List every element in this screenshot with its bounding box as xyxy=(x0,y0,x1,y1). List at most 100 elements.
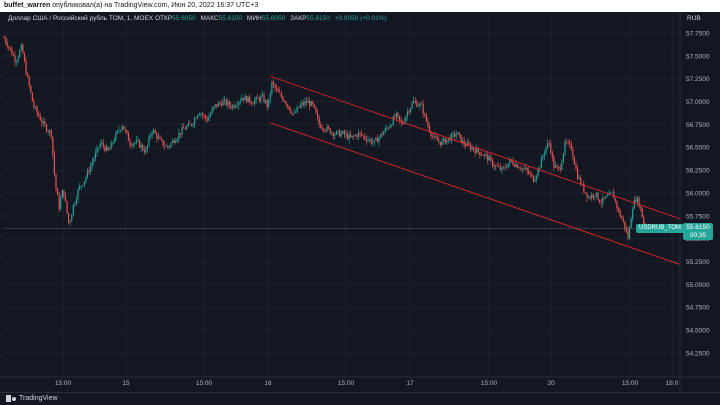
time-tick-label: 15:00 xyxy=(55,380,72,387)
candle-body xyxy=(408,111,410,113)
candle-body xyxy=(69,221,71,223)
candle-body xyxy=(391,125,393,127)
price-tick-label: 57.0000 xyxy=(686,99,710,106)
candle-body xyxy=(362,135,364,137)
candle-body xyxy=(250,102,252,104)
candle-body xyxy=(160,138,163,141)
candle-body xyxy=(559,168,561,170)
candle-body xyxy=(495,165,497,167)
candle-body xyxy=(145,150,147,153)
candle-body xyxy=(326,126,328,131)
candle-body xyxy=(116,130,119,133)
candle-body xyxy=(157,136,160,139)
candle-body xyxy=(619,210,621,217)
channel-line-lower[interactable] xyxy=(269,122,681,265)
candle-body xyxy=(64,196,67,202)
candle-body xyxy=(55,174,57,189)
candle-body xyxy=(253,100,256,104)
price-tick-label: 56.7500 xyxy=(686,122,710,129)
candle-body xyxy=(402,122,404,124)
candle-body xyxy=(72,204,74,215)
candle-body xyxy=(247,96,249,103)
candle-body xyxy=(611,191,613,193)
candle-body xyxy=(74,203,76,205)
candle-body xyxy=(569,142,571,144)
channel-line-upper[interactable] xyxy=(269,75,681,220)
candle-body xyxy=(562,153,564,163)
close-label: ЗАКР xyxy=(290,15,307,22)
candle-body xyxy=(515,164,517,167)
candle-body xyxy=(41,120,43,124)
candle-body xyxy=(331,132,333,134)
candle-body xyxy=(342,131,344,134)
candle-body xyxy=(433,135,435,137)
candle-body xyxy=(422,103,424,114)
candle-body xyxy=(104,146,106,151)
symbol-name[interactable]: Доллар США / Российский рубль TOM, 1, MO… xyxy=(8,15,154,22)
candle-body xyxy=(282,96,284,101)
time-tick-label: 15 xyxy=(122,380,130,387)
candle-body xyxy=(107,146,109,151)
candle-body xyxy=(244,96,246,101)
candle-body xyxy=(548,143,550,144)
low-label: МИН xyxy=(246,15,262,22)
candle-body xyxy=(591,194,593,199)
candle-body xyxy=(212,106,215,110)
candle-body xyxy=(499,166,501,170)
candle-body xyxy=(33,101,35,108)
candle-body xyxy=(56,188,59,196)
candle-body xyxy=(101,142,103,144)
candle-body xyxy=(102,142,104,147)
candle-body xyxy=(547,143,549,148)
candle-body xyxy=(257,97,259,99)
candle-body xyxy=(228,101,230,106)
candle-body xyxy=(77,189,79,200)
candle-body xyxy=(189,123,191,125)
candle-body xyxy=(153,130,155,133)
candle-body xyxy=(82,185,84,186)
author-name[interactable]: buffet_warren xyxy=(4,2,51,9)
candle-body xyxy=(487,154,489,161)
candle-body xyxy=(227,101,229,106)
candle-body xyxy=(526,167,528,171)
candle-body xyxy=(60,198,62,210)
candle-body xyxy=(340,133,342,137)
candle-body xyxy=(512,161,514,165)
candle-body xyxy=(498,166,500,167)
candle-body xyxy=(167,145,169,148)
candle-body xyxy=(53,154,56,175)
candle-body xyxy=(58,195,60,210)
candle-body xyxy=(594,195,596,197)
candle-body xyxy=(42,121,44,124)
candle-body xyxy=(236,105,238,106)
candle-body xyxy=(239,100,241,103)
candle-body xyxy=(361,133,363,136)
candle-body xyxy=(534,179,536,182)
candle-body xyxy=(490,156,492,160)
tradingview-logo[interactable]: TradingView xyxy=(6,395,58,402)
candle-body xyxy=(38,112,40,117)
candle-body xyxy=(274,84,276,88)
candle-body xyxy=(277,89,279,92)
candle-body xyxy=(246,96,248,103)
open-value: 55.6050 xyxy=(172,15,196,22)
candle-body xyxy=(531,174,533,176)
candle-body xyxy=(197,115,199,119)
candle-body xyxy=(190,124,193,126)
candle-body xyxy=(482,155,484,156)
candle-body xyxy=(135,140,137,143)
candle-body xyxy=(480,155,483,156)
candle-body xyxy=(372,142,374,144)
candle-body xyxy=(521,168,524,170)
price-tick-label: 55.7500 xyxy=(686,213,710,220)
candle-body xyxy=(279,91,281,94)
candle-body xyxy=(474,149,476,154)
candle-body xyxy=(400,119,402,123)
candle-body xyxy=(518,167,520,169)
candle-body xyxy=(624,221,626,229)
chart-grid xyxy=(4,14,680,376)
publish-header: buffet_warren опубликовал(а) на TradingV… xyxy=(0,0,720,12)
candle-body xyxy=(255,97,257,101)
candle-body xyxy=(380,133,382,138)
